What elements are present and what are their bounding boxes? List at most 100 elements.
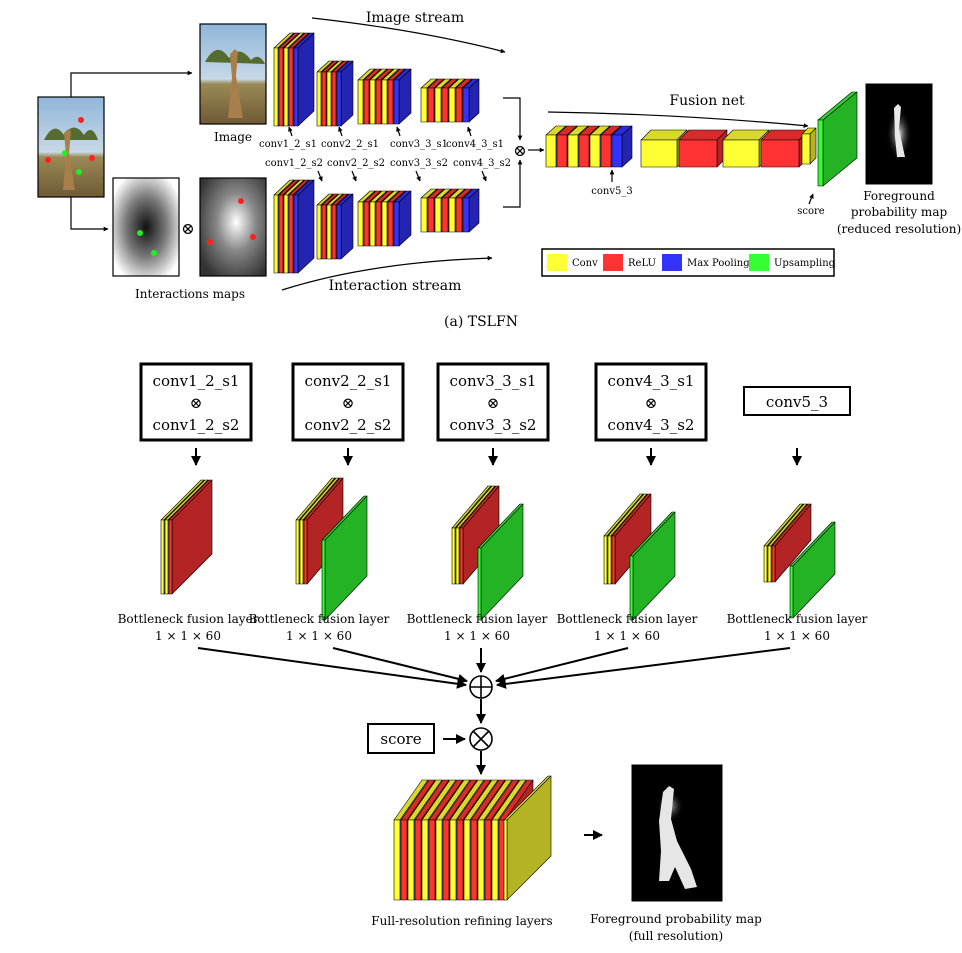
pool-layer-side <box>297 32 315 127</box>
s1-label: conv1_2_s1 <box>259 139 317 150</box>
bottleneck-dims: 1 × 1 × 60 <box>155 629 221 643</box>
relu-layer-front <box>387 201 394 247</box>
pool-layer-front <box>336 204 342 260</box>
legend-label-upsample: Upsampling <box>774 258 836 269</box>
conv-layer-front <box>767 545 772 583</box>
legend-label-relu: ReLU <box>628 258 656 269</box>
maps-multiply-symbol: ⊗ <box>181 219 194 238</box>
image-stream-layers <box>273 32 480 127</box>
interaction-stream-layers <box>273 179 480 274</box>
input-image <box>37 96 105 198</box>
conv-layer-front <box>801 133 811 165</box>
pool-layer-side <box>340 60 354 127</box>
fg-map-reduced-line: Foreground <box>863 189 935 203</box>
bottleneck-dims: 1 × 1 × 60 <box>444 629 510 643</box>
bottleneck-layers <box>160 477 836 621</box>
relu-layer-front <box>442 819 450 901</box>
conv-layer-front <box>381 201 388 247</box>
conv-layer-front <box>420 87 428 123</box>
pool-layer-front <box>393 201 400 247</box>
conv-layer-front <box>295 519 300 585</box>
conv-layer <box>801 127 817 165</box>
score-pointer-arrow <box>808 193 814 205</box>
conv-layer-front <box>463 819 471 901</box>
s2-label: conv1_2_s2 <box>265 158 323 169</box>
conv-layer-front <box>435 819 443 901</box>
conv-layer-front <box>607 535 612 585</box>
upsample-layer-front <box>321 539 326 621</box>
relu-layer-front <box>441 87 449 123</box>
relu-layer-front <box>611 535 616 585</box>
conv-layer-front <box>326 204 332 260</box>
relu-layer-front <box>578 134 590 168</box>
legend-label-conv: Conv <box>572 258 598 269</box>
score-box: score <box>367 723 435 754</box>
relu-layer <box>611 493 652 585</box>
fg-map-reduced <box>865 83 933 185</box>
legend-swatch-upsample <box>749 254 769 271</box>
pool-layer <box>462 78 480 123</box>
sum-arrows <box>197 647 791 689</box>
relu-layer-front <box>771 545 776 583</box>
upsample-layer-side <box>822 91 858 187</box>
conv-layer-front <box>589 134 601 168</box>
relu-layer-front <box>414 819 422 901</box>
fusion-net-arrow <box>547 111 809 128</box>
conv-layer-front <box>434 87 442 123</box>
image-stream-arrow <box>311 17 506 54</box>
conv-layer-front <box>545 134 557 168</box>
conv-layer-front <box>357 201 364 247</box>
upsample-layer <box>817 91 858 187</box>
relu-layer-front <box>456 819 464 901</box>
relu-layer-front <box>331 204 337 260</box>
upsample-layer <box>477 503 524 621</box>
pool-layer <box>611 125 633 168</box>
relu-layer <box>771 503 812 583</box>
conv-layer-front <box>369 79 376 125</box>
conv-layer-front <box>567 134 579 168</box>
fusion-net-layers <box>545 91 858 187</box>
conv-layer-front <box>283 194 289 274</box>
pool-layer <box>393 190 412 247</box>
fusion-box-4: conv4_3_s1 ⊗ conv4_3_s2 <box>594 362 708 442</box>
relu-layer-front <box>760 139 800 168</box>
upsample-layer <box>789 521 836 619</box>
svg-text:conv4_3_s1: conv4_3_s1 <box>608 372 695 390</box>
conv-layer-front <box>316 71 322 127</box>
bottleneck-name: Bottleneck fusion layer <box>118 612 259 626</box>
upsample-layer-front <box>477 547 482 621</box>
relu-layer <box>168 479 213 595</box>
interaction-map-negative <box>199 177 267 277</box>
legend-label-pool: Max Pooling <box>687 258 750 269</box>
conv-layer-front <box>603 535 608 585</box>
pool-layer <box>293 32 315 127</box>
conv5-label: conv5_3 <box>591 186 632 197</box>
interactions-maps-label: Interactions maps <box>135 287 245 301</box>
relu-layer-front <box>321 204 327 260</box>
s2-label: conv2_2_s2 <box>327 158 385 169</box>
conv-layer-front <box>369 201 376 247</box>
conv-layer-front <box>451 527 456 585</box>
relu-layer-front <box>288 47 294 127</box>
bottleneck-name: Bottleneck fusion layer <box>557 612 698 626</box>
svg-text:conv3_3_s1: conv3_3_s1 <box>450 372 537 390</box>
conv-layer-front <box>449 819 457 901</box>
bottleneck-name: Bottleneck fusion layer <box>407 612 548 626</box>
input-to-maps-arrow <box>70 197 109 232</box>
input-to-image-arrow <box>70 70 193 97</box>
pool-layer-front <box>462 197 470 233</box>
svg-text:⊗: ⊗ <box>190 394 203 412</box>
s1-to-merge-arrow <box>503 97 523 141</box>
relu-layer-front <box>427 87 435 123</box>
relu-layer-front <box>321 71 327 127</box>
fusion-box-2: conv2_2_s1 ⊗ conv2_2_s2 <box>291 362 405 442</box>
s2-label: conv4_3_s2 <box>453 158 511 169</box>
relu-layer-front <box>375 79 382 125</box>
image-thumbnail <box>199 23 267 125</box>
interaction-stream-label: Interaction stream <box>329 278 462 294</box>
legend-swatch-relu <box>603 254 623 271</box>
fg-map-full-line: (full resolution) <box>629 929 723 943</box>
svg-text:conv2_2_s2: conv2_2_s2 <box>305 416 392 434</box>
pool-layer <box>336 60 354 127</box>
legend-swatch-pool <box>662 254 682 271</box>
